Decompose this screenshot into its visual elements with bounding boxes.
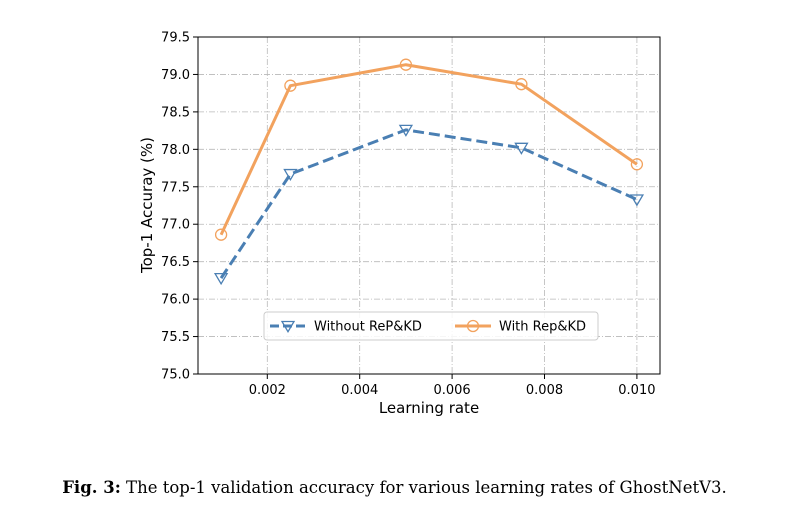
y-tick-label: 75.5 [161, 330, 190, 345]
x-tick-label: 0.006 [433, 383, 470, 398]
y-tick-label: 79.5 [161, 31, 190, 46]
figure-caption: Fig. 3: The top-1 validation accuracy fo… [0, 478, 789, 497]
x-tick-label: 0.002 [249, 383, 286, 398]
x-tick-label: 0.008 [526, 383, 563, 398]
legend-box [263, 311, 599, 341]
series-1 [213, 124, 645, 286]
series-line [219, 128, 638, 279]
legend-entry: Without ReP&KD [270, 320, 422, 335]
data-point [284, 79, 297, 92]
data-point [398, 124, 414, 137]
data-point [514, 142, 529, 155]
legend: Without ReP&KD With Rep&KD [263, 311, 599, 341]
y-tick-label: 75.0 [161, 368, 190, 383]
data-point [283, 168, 298, 182]
y-tick-label: 78.5 [161, 105, 190, 120]
x-axis-label: Learning rate [379, 399, 479, 417]
caption-text: The top-1 validation accuracy for variou… [120, 478, 727, 497]
data-point [213, 272, 229, 286]
y-tick-label: 77.0 [161, 218, 190, 233]
x-tick-label: 0.010 [618, 383, 655, 398]
y-tick-label: 76.0 [161, 293, 190, 308]
data-point [630, 158, 644, 171]
series-2 [214, 58, 644, 241]
x-tick-label: 0.004 [341, 383, 378, 398]
legend-label: Without ReP&KD [314, 320, 422, 335]
y-tick-label: 77.5 [161, 180, 190, 195]
y-tick-label: 79.0 [161, 68, 190, 83]
legend-label: With Rep&KD [499, 320, 586, 335]
data-point [629, 194, 645, 207]
ticks: 75.0 75.5 76.0 76.5 77.0 77.5 78.0 78.5 79.0 79.5… [161, 31, 655, 399]
data-point [399, 58, 413, 71]
legend-entry: With Rep&KD [455, 320, 586, 335]
y-axis-label: Top-1 Accuray (%) [138, 137, 156, 274]
y-tick-label: 76.5 [161, 255, 190, 270]
plot-frame [197, 36, 661, 375]
data-point [515, 78, 528, 91]
caption-label: Fig. 3: [62, 478, 121, 497]
series-layer [213, 58, 645, 286]
legend-marker [280, 320, 296, 333]
series-line [219, 63, 638, 236]
chart: 75.0 75.5 76.0 76.5 77.0 77.5 78.0 78.5 79.0 79.5… [138, 31, 661, 417]
data-point [214, 228, 228, 241]
y-tick-label: 78.0 [161, 143, 190, 158]
legend-marker [466, 319, 480, 333]
